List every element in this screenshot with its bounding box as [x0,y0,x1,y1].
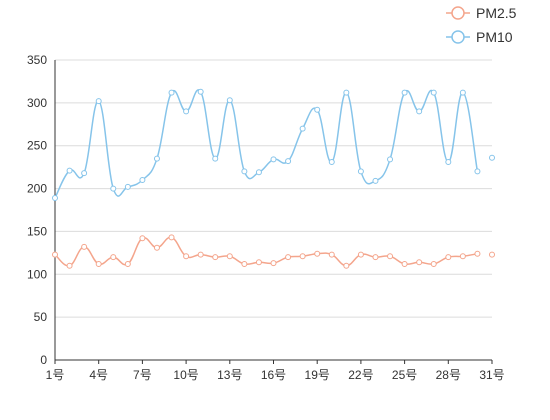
x-tick-label: 7号 [133,368,152,382]
data-point-pm10[interactable] [270,156,277,163]
legend-circle-icon [451,6,465,20]
data-point-pm2-5[interactable] [241,261,248,267]
data-point-pm10[interactable] [343,89,350,96]
y-tick-label: 300 [27,96,47,110]
data-point-pm2-5[interactable] [474,250,481,257]
legend-circle-icon [451,30,465,44]
data-point-pm10[interactable] [124,183,131,190]
data-point-pm2-5[interactable] [285,254,292,261]
data-point-pm2-5[interactable] [81,243,88,250]
x-tick-label: 1号 [46,368,65,382]
data-point-pm2-5[interactable] [314,250,321,257]
data-point-pm10[interactable] [66,167,73,174]
data-point-pm10[interactable] [299,125,306,132]
data-point-pm2-5[interactable] [459,253,466,260]
data-point-pm2-5[interactable] [270,260,277,267]
series-line-pm10 [54,89,479,199]
data-point-pm2-5[interactable] [183,253,190,260]
data-point-pm2-5[interactable] [95,261,102,267]
data-point-pm10[interactable] [285,158,292,165]
data-point-pm2-5[interactable] [401,261,408,267]
data-points [52,88,495,269]
data-point-pm2-5[interactable] [372,254,379,261]
data-point-pm2-5[interactable] [139,235,146,242]
data-point-pm10[interactable] [328,159,335,165]
x-tick-label: 31号 [479,368,504,382]
data-point-pm2-5[interactable] [197,251,204,258]
data-point-pm2-5[interactable] [255,259,262,266]
data-point-pm10[interactable] [153,155,160,162]
legend-label: PM2.5 [476,5,517,21]
data-point-pm2-5[interactable] [489,251,495,258]
data-point-pm10[interactable] [168,89,175,96]
data-point-pm2-5[interactable] [430,261,437,267]
data-point-pm2-5[interactable] [212,254,219,261]
data-point-pm10[interactable] [314,106,321,113]
y-tick-label: 150 [27,224,47,238]
data-point-pm10[interactable] [357,168,364,175]
x-tick-label: 22号 [348,368,373,382]
x-tick-label: 28号 [436,368,461,382]
data-point-pm10[interactable] [445,159,452,165]
y-tick-label: 200 [27,182,47,196]
y-tick-label: 0 [40,353,47,367]
y-tick-label: 250 [27,139,47,153]
series-lines [54,89,479,267]
data-point-pm2-5[interactable] [52,251,58,258]
data-point-pm2-5[interactable] [124,261,131,267]
data-point-pm2-5[interactable] [226,253,233,260]
data-point-pm2-5[interactable] [416,259,423,266]
data-point-pm10[interactable] [401,89,408,96]
data-point-pm2-5[interactable] [387,253,394,260]
data-point-pm10[interactable] [387,156,394,163]
data-point-pm10[interactable] [255,169,262,176]
x-tick-label: 16号 [261,368,286,382]
data-point-pm10[interactable] [416,108,423,115]
data-point-pm10[interactable] [212,155,219,162]
x-tick-label: 4号 [89,368,108,382]
data-point-pm10[interactable] [183,108,190,115]
data-point-pm2-5[interactable] [66,262,73,269]
data-point-pm2-5[interactable] [110,254,117,261]
data-point-pm10[interactable] [110,185,117,192]
data-point-pm10[interactable] [372,177,379,184]
legend[interactable]: PM2.5 PM10 [446,5,517,45]
data-point-pm2-5[interactable] [168,234,175,241]
data-point-pm10[interactable] [226,97,233,104]
x-tick-label: 25号 [392,368,417,382]
data-point-pm10[interactable] [474,168,481,175]
data-point-pm10[interactable] [197,88,204,95]
legend-item-pm2-5[interactable]: PM2.5 [446,5,517,21]
data-point-pm10[interactable] [81,170,88,177]
data-point-pm10[interactable] [52,195,58,201]
data-point-pm2-5[interactable] [153,244,160,251]
data-point-pm10[interactable] [430,89,437,96]
data-point-pm10[interactable] [459,89,466,96]
data-point-pm10[interactable] [489,154,495,161]
data-point-pm2-5[interactable] [343,262,350,269]
data-point-pm10[interactable] [241,168,248,175]
data-point-pm10[interactable] [139,177,146,183]
data-point-pm2-5[interactable] [328,251,335,258]
x-tick-label: 10号 [173,368,198,382]
data-point-pm10[interactable] [95,98,102,105]
data-point-pm2-5[interactable] [445,254,452,261]
y-tick-label: 100 [27,267,47,281]
legend-label: PM10 [476,29,513,45]
x-tick-label: 19号 [305,368,330,382]
legend-item-pm10[interactable]: PM10 [446,29,513,45]
axes: 0 50 100 150 200 250 300 350 1号 4号 7号 10号 13号 16号 19号 2… [27,53,505,382]
data-point-pm2-5[interactable] [357,251,364,258]
series-line-pm2-5 [54,236,478,267]
x-tick-label: 13号 [217,368,242,382]
y-tick-label: 50 [34,310,48,324]
y-tick-label: 350 [27,53,47,67]
data-point-pm2-5[interactable] [299,253,306,260]
